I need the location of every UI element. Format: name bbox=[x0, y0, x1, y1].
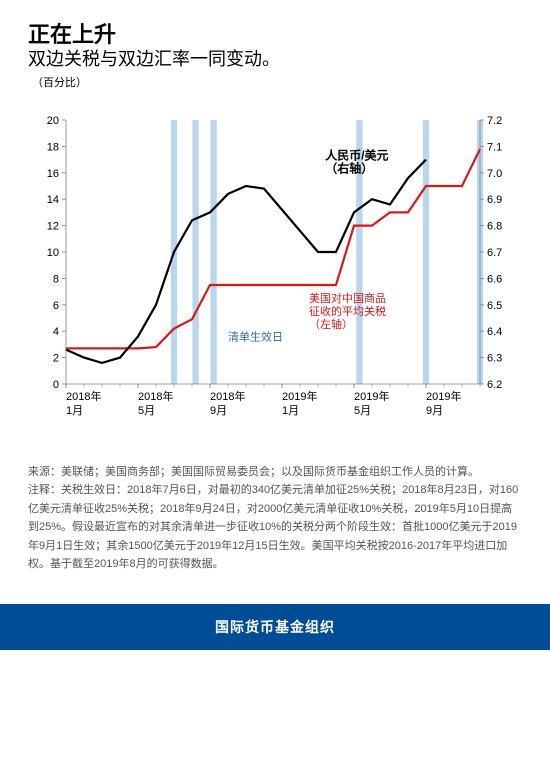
svg-text:（右轴）: （右轴） bbox=[325, 160, 373, 175]
svg-text:1月: 1月 bbox=[282, 405, 299, 417]
svg-text:6.9: 6.9 bbox=[487, 194, 502, 206]
svg-text:2018年: 2018年 bbox=[138, 389, 173, 403]
svg-text:2019年: 2019年 bbox=[354, 389, 389, 403]
svg-text:6: 6 bbox=[53, 300, 59, 312]
svg-text:2019年: 2019年 bbox=[426, 389, 461, 403]
svg-text:20: 20 bbox=[47, 115, 59, 127]
svg-text:1月: 1月 bbox=[66, 405, 83, 417]
svg-text:6.2: 6.2 bbox=[487, 379, 502, 391]
chart-notes: 来源：美联储；美国商务部；美国国际贸易委员会；以及国际货币基金组织工作人员的计算… bbox=[28, 463, 522, 574]
svg-text:2019年: 2019年 bbox=[282, 389, 317, 403]
source-text: 来源：美联储；美国商务部；美国国际贸易委员会；以及国际货币基金组织工作人员的计算… bbox=[28, 463, 522, 481]
svg-text:2018年: 2018年 bbox=[210, 389, 245, 403]
svg-text:征收的平均关税: 征收的平均关税 bbox=[309, 304, 386, 318]
chart-svg: 0 2 4 6 8 10 12 14 16 18 20 6.2 6.3 6.4 6.5 6.6 6.7 6.8 6.… bbox=[28, 110, 522, 430]
chart-unit: （百分比） bbox=[32, 74, 522, 90]
chart-subtitle: 双边关税与双边汇率一同变动。 bbox=[28, 48, 522, 71]
svg-text:6.6: 6.6 bbox=[487, 273, 502, 285]
svg-text:14: 14 bbox=[47, 194, 59, 206]
svg-text:清单生效日: 清单生效日 bbox=[228, 329, 283, 343]
svg-text:6.5: 6.5 bbox=[487, 300, 502, 312]
svg-text:7.1: 7.1 bbox=[487, 141, 502, 153]
svg-text:7.2: 7.2 bbox=[487, 115, 502, 127]
svg-text:5月: 5月 bbox=[354, 405, 371, 417]
svg-text:12: 12 bbox=[47, 220, 59, 232]
footer-bar: 国际货币基金组织 bbox=[0, 604, 550, 650]
footer-org: 国际货币基金组织 bbox=[215, 619, 335, 635]
svg-text:2018年: 2018年 bbox=[66, 389, 101, 403]
chart-area: 0 2 4 6 8 10 12 14 16 18 20 6.2 6.3 6.4 6.5 6.6 6.7 6.8 6.… bbox=[28, 110, 522, 435]
chart-title: 正在上升 bbox=[28, 22, 522, 48]
svg-text:18: 18 bbox=[47, 141, 59, 153]
svg-text:5月: 5月 bbox=[138, 405, 155, 417]
note-text: 注释：关税生效日：2018年7月6日，对最初的340亿美元清单加征25%关税；2… bbox=[28, 481, 522, 573]
svg-text:6.8: 6.8 bbox=[487, 220, 502, 232]
svg-text:人民币/美元: 人民币/美元 bbox=[325, 147, 388, 162]
svg-text:2: 2 bbox=[53, 352, 59, 364]
svg-text:7.0: 7.0 bbox=[487, 168, 502, 180]
svg-text:6.4: 6.4 bbox=[487, 326, 502, 338]
svg-text:9月: 9月 bbox=[426, 405, 443, 417]
svg-text:10: 10 bbox=[47, 247, 59, 259]
svg-text:8: 8 bbox=[53, 273, 59, 285]
svg-text:0: 0 bbox=[53, 379, 59, 391]
svg-text:6.7: 6.7 bbox=[487, 247, 502, 259]
svg-text:16: 16 bbox=[47, 168, 59, 180]
svg-text:4: 4 bbox=[53, 326, 59, 338]
svg-text:（左轴）: （左轴） bbox=[309, 317, 353, 331]
svg-text:9月: 9月 bbox=[210, 405, 227, 417]
svg-text:6.3: 6.3 bbox=[487, 352, 502, 364]
svg-text:美国对中国商品: 美国对中国商品 bbox=[309, 291, 386, 305]
